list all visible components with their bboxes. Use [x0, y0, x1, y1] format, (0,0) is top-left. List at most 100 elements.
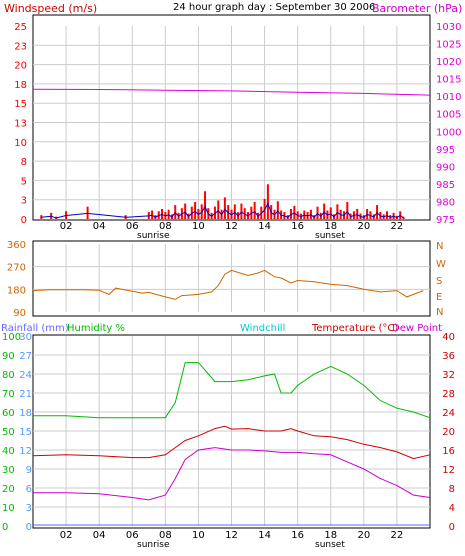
- windspeed-title: Windspeed (m/s): [4, 2, 97, 15]
- hour-axis-temperature: 02 04 06 08 10 12 14 16 18 20 22: [60, 530, 404, 541]
- windspeed-bar: [276, 201, 279, 219]
- rainfall-tick-label: 6: [26, 484, 32, 495]
- windspeed-bar: [329, 207, 332, 219]
- temperature-tick-label: 0: [449, 522, 455, 533]
- humidity-tick-label: 70: [2, 389, 15, 400]
- temperature-title: Temperature (°C): [311, 323, 398, 334]
- rainfall-tick-label: 24: [19, 370, 32, 381]
- temperature-tick-label: 32: [442, 370, 455, 381]
- rainfall-axis: 0 3 6 9 12 15 18 21 24 27 30: [19, 332, 32, 533]
- rainfall-tick-label: 18: [19, 408, 32, 419]
- windspeed-tick-label: 23: [14, 41, 27, 52]
- direction-compass-label: N: [436, 307, 443, 318]
- hour-label: 20: [357, 530, 370, 541]
- barometer-tick-label: 1020: [436, 57, 461, 68]
- windspeed-tick-label: 20: [14, 61, 27, 72]
- direction-compass-label: E: [436, 292, 442, 303]
- barometer-tick-label: 1010: [436, 92, 461, 103]
- barometer-tick-label: 1015: [436, 75, 461, 86]
- windspeed-tick-label: 18: [14, 80, 27, 91]
- direction-degree-label: 180: [7, 285, 26, 296]
- hour-label: 10: [192, 221, 205, 232]
- windspeed-bar: [223, 197, 226, 219]
- direction-compass-label: W: [436, 259, 446, 270]
- windspeed-tick-label: 5: [21, 176, 27, 187]
- windspeed-bar: [336, 204, 339, 219]
- rainfall-title: Rainfall (mm): [1, 323, 69, 334]
- hour-label: 18: [324, 530, 337, 541]
- humidity-tick-label: 40: [2, 446, 15, 457]
- hour-label: 08: [159, 221, 172, 232]
- windspeed-bar: [253, 202, 256, 219]
- hour-label: 06: [126, 530, 139, 541]
- barometer-tick-label: 1030: [436, 22, 461, 33]
- windspeed-bar: [204, 191, 207, 219]
- sunrise-label-top: sunrise: [137, 231, 170, 241]
- hour-label: 12: [225, 221, 238, 232]
- dewpoint-line: [33, 447, 431, 501]
- temperature-tick-label: 16: [442, 446, 455, 457]
- direction-degree-axis: 90 180 270 360: [7, 240, 26, 319]
- windspeed-tick-label: 0: [21, 215, 27, 226]
- windspeed-bar: [194, 202, 197, 219]
- windspeed-tick-label: 8: [21, 157, 27, 168]
- rainfall-tick-label: 15: [19, 427, 32, 438]
- hour-label: 20: [357, 221, 370, 232]
- direction-grid: [33, 244, 430, 312]
- temperature-grid: [33, 336, 430, 526]
- windspeed-bar: [86, 206, 89, 219]
- temperature-tick-label: 40: [442, 332, 455, 343]
- hour-label: 02: [60, 530, 73, 541]
- windspeed-tick-label: 15: [14, 99, 27, 110]
- temperature-tick-label: 24: [442, 408, 455, 419]
- direction-degree-label: 270: [7, 263, 26, 274]
- windspeed-bar: [293, 205, 296, 219]
- barometer-tick-label: 980: [436, 197, 455, 208]
- sunrise-label-bottom: sunrise: [137, 540, 170, 550]
- barometer-axis: 975 980 985 990 995 1000 1005 1010 1015 1020 1025 1…: [436, 22, 461, 226]
- rainfall-tick-label: 27: [19, 351, 32, 362]
- barometer-title: Barometer (hPa): [372, 2, 462, 15]
- humidity-tick-label: 10: [2, 503, 15, 514]
- windspeed-bar: [266, 184, 269, 219]
- temperature-tick-label: 4: [449, 503, 455, 514]
- windspeed-bar: [217, 200, 220, 219]
- wind-panel: [32, 14, 431, 221]
- hour-label: 12: [225, 530, 238, 541]
- windspeed-bar: [233, 204, 236, 219]
- barometer-tick-label: 975: [436, 215, 455, 226]
- rainfall-tick-label: 12: [19, 446, 32, 457]
- sunset-label-bottom: sunset: [315, 540, 345, 550]
- windspeed-bar: [184, 203, 187, 219]
- temperature-tick-label: 12: [442, 465, 455, 476]
- windspeed-bar: [346, 202, 349, 219]
- humidity-line: [33, 362, 431, 419]
- temperature-line: [32, 425, 431, 460]
- hour-label: 16: [291, 221, 304, 232]
- barometer-line: [32, 88, 431, 96]
- temperature-tick-label: 20: [442, 427, 455, 438]
- rainfall-tick-label: 9: [26, 465, 32, 476]
- sunset-label-top: sunset: [315, 231, 345, 241]
- humidity-tick-label: 60: [2, 408, 15, 419]
- hour-label: 10: [192, 530, 205, 541]
- wind-grid: [33, 26, 430, 219]
- temperature-tick-label: 36: [442, 351, 455, 362]
- hour-axis-wind: 02 04 06 08 10 12 14 16 18 20 22: [60, 221, 404, 232]
- humidity-tick-label: 30: [2, 465, 15, 476]
- hour-label: 04: [93, 530, 106, 541]
- humidity-tick-label: 80: [2, 370, 15, 381]
- barometer-tick-label: 1000: [436, 127, 461, 138]
- humidity-tick-label: 0: [2, 522, 8, 533]
- hour-label: 06: [126, 221, 139, 232]
- windspeed-axis: 0 3 5 8 10 13 15 18 20 23 25: [14, 22, 27, 226]
- barometer-tick-label: 1005: [436, 110, 461, 121]
- hour-label: 08: [159, 530, 172, 541]
- windchill-title: Windchill: [240, 323, 285, 334]
- humidity-title: Humidity %: [67, 323, 125, 334]
- direction-degree-label: 360: [7, 240, 26, 251]
- temperature-axis: 0 4 8 12 16 20 24 28 32 36 40: [442, 332, 455, 533]
- windspeed-tick-label: 25: [14, 22, 27, 33]
